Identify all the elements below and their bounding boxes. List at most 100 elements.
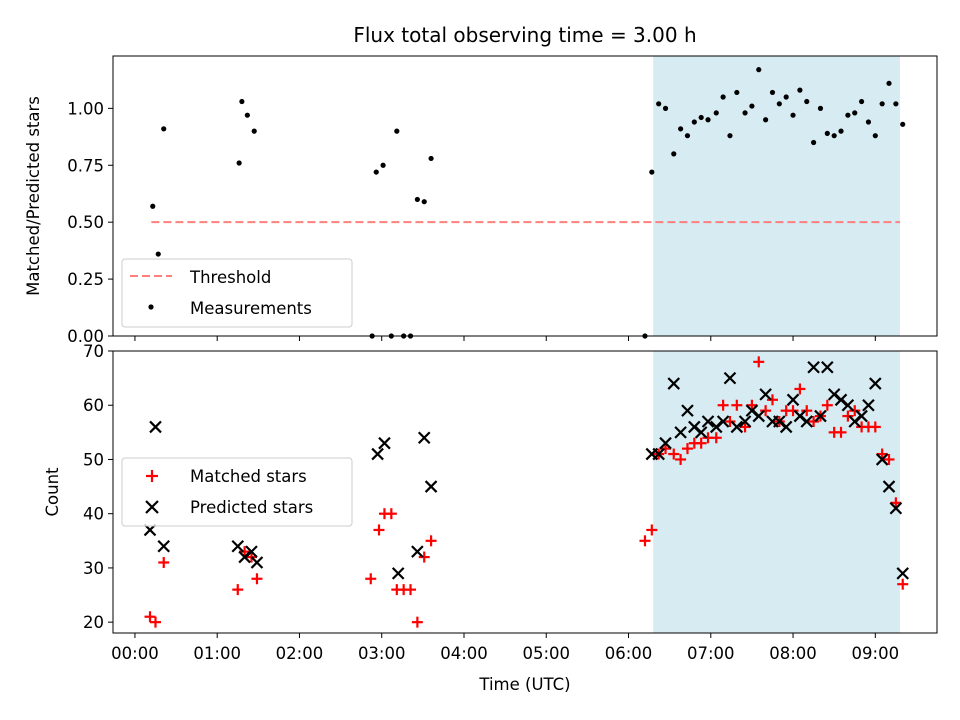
measurement-point (727, 133, 733, 139)
matched-star-point (668, 448, 680, 460)
top-y-axis-label: Matched/Predicted stars (24, 96, 43, 296)
measurement-point (394, 128, 400, 134)
measurement-point (236, 160, 242, 166)
bottom-panel: 20 30 40 50 60 70 00:00 01:00 02:00 03:00 04:00 05… (43, 342, 938, 694)
matched-star-point (405, 584, 417, 596)
matched-star-point (385, 508, 397, 520)
predicted-star-point (889, 501, 903, 515)
matched-star-point (373, 524, 385, 536)
x-tick-label: 02:00 (276, 644, 324, 663)
measurement-point (373, 169, 379, 175)
predicted-star-point (862, 398, 875, 412)
x-tick-label: 04:00 (440, 644, 488, 663)
x-tick-label: 03:00 (358, 644, 406, 663)
measurement-point (804, 98, 810, 105)
bottom-y-axis: 20 30 40 50 60 70 (83, 342, 113, 632)
matched-star-point (760, 405, 772, 417)
predicted-star-point (424, 480, 438, 493)
predicted-star-point (417, 431, 431, 445)
matched-star-point (675, 453, 687, 465)
matched-star-point (821, 399, 833, 411)
top-y-tick-label: 0.50 (67, 213, 104, 232)
predicted-star-point (674, 426, 687, 439)
bottom-y-tick-label: 50 (83, 450, 104, 469)
matched-star-point (731, 399, 743, 411)
top-shaded-span (653, 56, 900, 336)
measurement-point (852, 110, 858, 116)
measurement-point (244, 112, 250, 118)
measurement-point (161, 126, 167, 132)
matched-star-point (849, 405, 861, 417)
top-y-tick-label: 0.25 (67, 270, 104, 289)
predicted-star-point (157, 539, 171, 553)
measurement-point (380, 162, 386, 168)
top-legend: Threshold Measurements (121, 258, 353, 328)
top-y-tick-label: 0.00 (67, 327, 104, 346)
predicted-star-point (875, 453, 889, 466)
top-panel: 0.00 0.25 0.50 0.75 1.00 Matched/Predicted s… (24, 55, 938, 346)
matched-star-point (144, 611, 156, 623)
predicted-star-point (231, 539, 245, 553)
matched-star-point (150, 616, 162, 628)
measurement-point (790, 112, 796, 118)
measurement-point (824, 130, 830, 136)
bottom-y-tick-label: 20 (83, 613, 104, 632)
matched-star-point (251, 573, 263, 585)
x-tick-label: 01:00 (193, 644, 241, 663)
matched-star-point (753, 356, 765, 368)
measurement-point (749, 103, 755, 109)
matched-star-point (411, 616, 423, 628)
measurement-point (879, 101, 885, 107)
predicted-star-point (786, 393, 800, 407)
predicted-star-point (882, 480, 896, 493)
measurement-point (414, 196, 420, 203)
x-tick-label: 06:00 (605, 644, 653, 663)
matched-star-point (794, 383, 806, 395)
predicted-star-point (738, 415, 752, 428)
legend-measurements-swatch (148, 304, 154, 310)
measurement-point (783, 94, 789, 100)
predicted-star-point (814, 409, 827, 423)
top-y-tick-label: 1.00 (67, 99, 104, 118)
matched-star-point (639, 535, 651, 547)
predicted-star-point (250, 556, 264, 569)
matched-star-point (766, 394, 778, 406)
matched-star-point (787, 405, 799, 417)
measurement-point (886, 80, 892, 86)
measurement-point (900, 121, 906, 127)
predicted-star-point (391, 567, 405, 580)
predicted-star-point (779, 420, 793, 434)
predicted-star-point (378, 436, 391, 450)
measurement-point (893, 101, 899, 107)
measurement-point (684, 133, 691, 139)
measurement-point (734, 89, 740, 96)
top-legend-box (121, 258, 353, 328)
predicted-star-point (759, 388, 772, 401)
bottom-y-tick-label: 30 (83, 559, 104, 578)
measurement-point (742, 110, 748, 116)
matched-star-point (418, 551, 430, 563)
bottom-shaded-span (653, 351, 900, 633)
measurement-point (858, 98, 865, 105)
x-tick-label: 09:00 (852, 644, 900, 663)
measurement-point (756, 67, 762, 73)
matched-star-point (695, 437, 707, 449)
matched-star-point (681, 443, 693, 455)
measurement-point (838, 128, 844, 134)
bottom-y-tick-label: 70 (83, 342, 104, 361)
predicted-star-point (681, 404, 694, 417)
predicted-star-point (652, 447, 665, 461)
measurement-point (662, 105, 669, 111)
predicted-star-point (694, 426, 708, 439)
predicted-star-point (701, 415, 715, 428)
measurement-point (763, 117, 769, 123)
legend-measurements-label: Measurements (190, 299, 312, 318)
x-tick-label: 07:00 (687, 644, 735, 663)
matched-star-point (883, 453, 895, 465)
matched-star-point (739, 421, 751, 433)
top-plot-frame (112, 55, 938, 337)
legend-predicted-label: Predicted stars (190, 498, 313, 517)
predicted-star-point (723, 371, 737, 385)
predicted-star-point (659, 436, 672, 450)
matched-star-point (808, 416, 820, 427)
